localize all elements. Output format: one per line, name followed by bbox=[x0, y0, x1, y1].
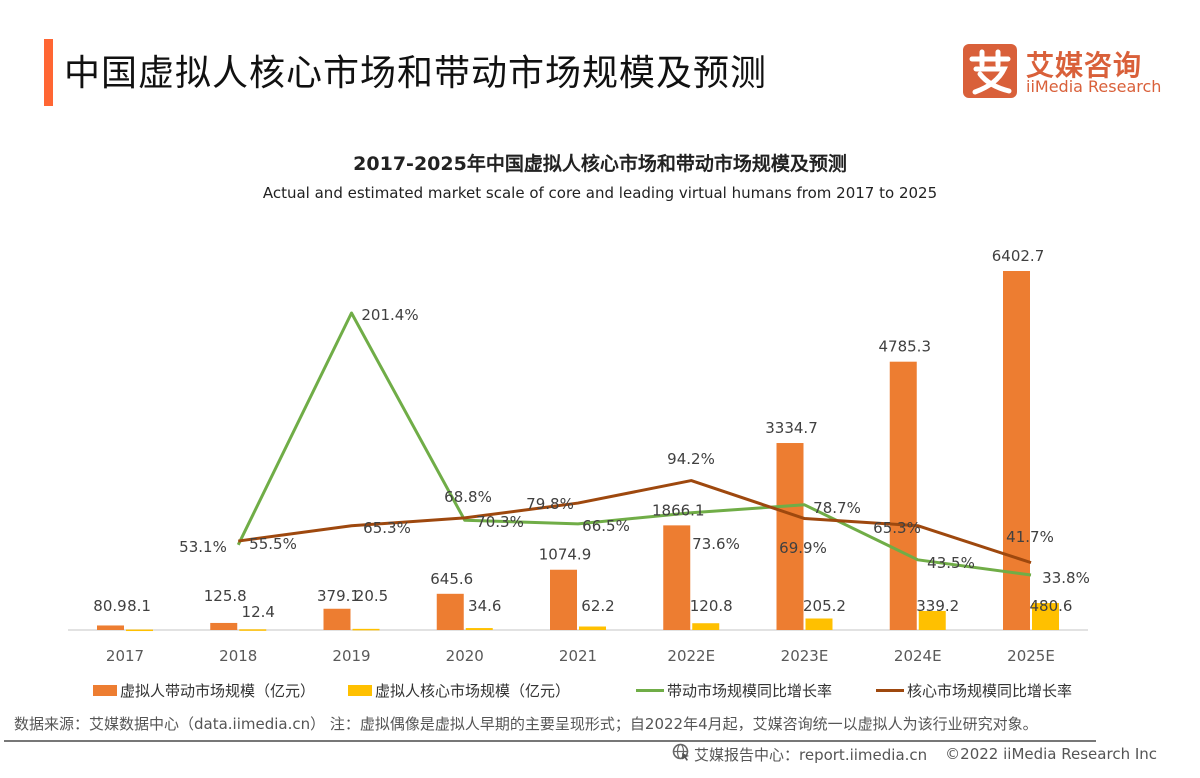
data-label-leading-market: 6402.7 bbox=[992, 247, 1045, 265]
data-label-leading-growth: 201.4% bbox=[361, 306, 418, 324]
legend-label: 虚拟人核心市场规模（亿元） bbox=[375, 682, 571, 700]
page-title: 中国虚拟人核心市场和带动市场规模及预测 bbox=[64, 53, 768, 94]
x-tick-label: 2023E bbox=[781, 647, 829, 665]
chart-title: 2017-2025年中国虚拟人核心市场和带动市场规模及预测 bbox=[353, 153, 847, 175]
legend-swatch-brown-line bbox=[876, 689, 904, 692]
data-label-core-growth: 94.2% bbox=[667, 450, 715, 468]
data-label-core-growth: 79.8% bbox=[526, 495, 574, 513]
bar-core-market bbox=[1032, 603, 1059, 630]
x-tick-label: 2021 bbox=[559, 647, 597, 665]
x-tick-label: 2019 bbox=[332, 647, 370, 665]
iimedia-logo: 艾媒咨询 iiMedia Research bbox=[963, 44, 1163, 100]
data-label-leading-market: 1866.1 bbox=[652, 501, 705, 519]
data-label-core-market: 12.4 bbox=[242, 603, 275, 621]
bar-core-market bbox=[126, 629, 153, 632]
data-label-leading-growth: 78.7% bbox=[813, 499, 861, 517]
x-tick-label: 2022E bbox=[667, 647, 715, 665]
data-label-core-market: 205.2 bbox=[803, 597, 846, 615]
legend-item-core-market: 虚拟人核心市场规模（亿元） bbox=[348, 680, 570, 701]
data-label-leading-growth: 73.6% bbox=[692, 535, 740, 553]
data-source-note: 数据来源：艾媒数据中心（data.iimedia.cn） 注：虚拟偶像是虚拟人早… bbox=[14, 715, 1038, 733]
legend-swatch-green-line bbox=[636, 689, 664, 692]
ai-character-logo-icon bbox=[963, 44, 1017, 98]
legend-item-leading-market: 虚拟人带动市场规模（亿元） bbox=[93, 680, 315, 701]
x-tick-label: 2020 bbox=[446, 647, 484, 665]
data-label-core-market: 62.2 bbox=[581, 597, 614, 615]
chart-legend: 虚拟人带动市场规模（亿元） 虚拟人核心市场规模（亿元） 带动市场规模同比增长率 … bbox=[0, 680, 1200, 702]
bar-leading-market bbox=[210, 622, 238, 630]
data-label-core-growth: 65.3% bbox=[873, 519, 921, 537]
data-label-core-market: 120.8 bbox=[690, 597, 733, 615]
data-label-leading-growth: 33.8% bbox=[1042, 569, 1090, 587]
legend-label: 虚拟人带动市场规模（亿元） bbox=[120, 682, 316, 700]
data-label-leading-growth: 43.5% bbox=[927, 554, 975, 572]
data-label-leading-market: 80.9 bbox=[93, 597, 126, 615]
bar-core-market bbox=[239, 629, 267, 631]
report-center-link[interactable]: 艾媒报告中心：report.iimedia.cn bbox=[694, 745, 928, 764]
x-tick-label: 2018 bbox=[219, 647, 257, 665]
data-label-leading-market: 1074.9 bbox=[539, 546, 592, 564]
chart-subtitle: Actual and estimated market scale of cor… bbox=[262, 184, 938, 202]
globe-cursor-icon bbox=[672, 743, 690, 765]
data-label-leading-growth: 66.5% bbox=[582, 517, 630, 535]
bar-leading-market bbox=[1003, 271, 1030, 630]
line-core-growth bbox=[238, 479, 1032, 565]
legend-swatch-orange-bar bbox=[93, 685, 117, 696]
footer-credits: 艾媒报告中心：report.iimedia.cn ©2022 iiMedia R… bbox=[672, 743, 1157, 765]
x-tick-label: 2025E bbox=[1007, 647, 1055, 665]
bar-leading-market bbox=[550, 569, 577, 630]
data-label-leading-market: 3334.7 bbox=[765, 419, 818, 437]
bar-core-market bbox=[805, 618, 833, 630]
data-label-leading-market: 645.6 bbox=[430, 570, 473, 588]
bar-core-market bbox=[918, 610, 946, 630]
data-label-core-market: 480.6 bbox=[1030, 597, 1073, 615]
bar-core-market bbox=[352, 628, 380, 631]
line-leading-growth bbox=[236, 311, 1032, 577]
legend-label: 核心市场规模同比增长率 bbox=[907, 682, 1073, 700]
data-label-core-growth: 41.7% bbox=[1006, 528, 1054, 546]
data-label-leading-growth: 53.1% bbox=[179, 538, 227, 556]
bar-core-market bbox=[579, 626, 606, 630]
bar-leading-market bbox=[776, 443, 804, 630]
data-label-leading-market: 379.1 bbox=[317, 587, 360, 605]
bar-leading-market bbox=[663, 525, 691, 630]
data-label-core-market: 339.2 bbox=[916, 597, 959, 615]
logo-cn-text: 艾媒咨询 bbox=[1026, 49, 1143, 82]
logo-en-text: iiMedia Research bbox=[1026, 77, 1162, 96]
legend-item-leading-growth: 带动市场规模同比增长率 bbox=[636, 680, 832, 701]
data-label-core-growth: 65.3% bbox=[363, 519, 411, 537]
data-label-core-growth: 70.3% bbox=[476, 513, 524, 531]
data-label-core-growth: 55.5% bbox=[249, 535, 297, 553]
title-accent-bar bbox=[44, 39, 53, 106]
bar-leading-market bbox=[97, 625, 124, 630]
data-label-leading-market: 125.8 bbox=[204, 587, 247, 605]
bar-leading-market bbox=[323, 608, 351, 630]
footer-divider bbox=[4, 740, 1096, 742]
data-label-core-market: 8.1 bbox=[127, 597, 151, 615]
data-label-leading-growth: 68.8% bbox=[444, 488, 492, 506]
x-tick-label: 2024E bbox=[894, 647, 942, 665]
data-label-leading-market: 4785.3 bbox=[879, 338, 932, 356]
bar-core-market bbox=[465, 628, 493, 630]
legend-swatch-yellow-bar bbox=[348, 685, 372, 696]
copyright-text: ©2022 iiMedia Research Inc bbox=[945, 745, 1158, 763]
bar-leading-market bbox=[436, 593, 464, 630]
data-label-core-growth: 69.9% bbox=[779, 539, 827, 557]
bar-leading-market bbox=[889, 361, 917, 630]
x-tick-label: 2017 bbox=[106, 647, 144, 665]
legend-label: 带动市场规模同比增长率 bbox=[667, 682, 833, 700]
data-label-core-market: 20.5 bbox=[355, 587, 388, 605]
chart-plot: 80.9 125.8 379.1 645.6 1074.9 1866.1 3334.7 478… bbox=[68, 247, 1090, 665]
legend-item-core-growth: 核心市场规模同比增长率 bbox=[876, 680, 1072, 701]
bar-core-market bbox=[692, 623, 720, 630]
data-label-core-market: 34.6 bbox=[468, 597, 501, 615]
